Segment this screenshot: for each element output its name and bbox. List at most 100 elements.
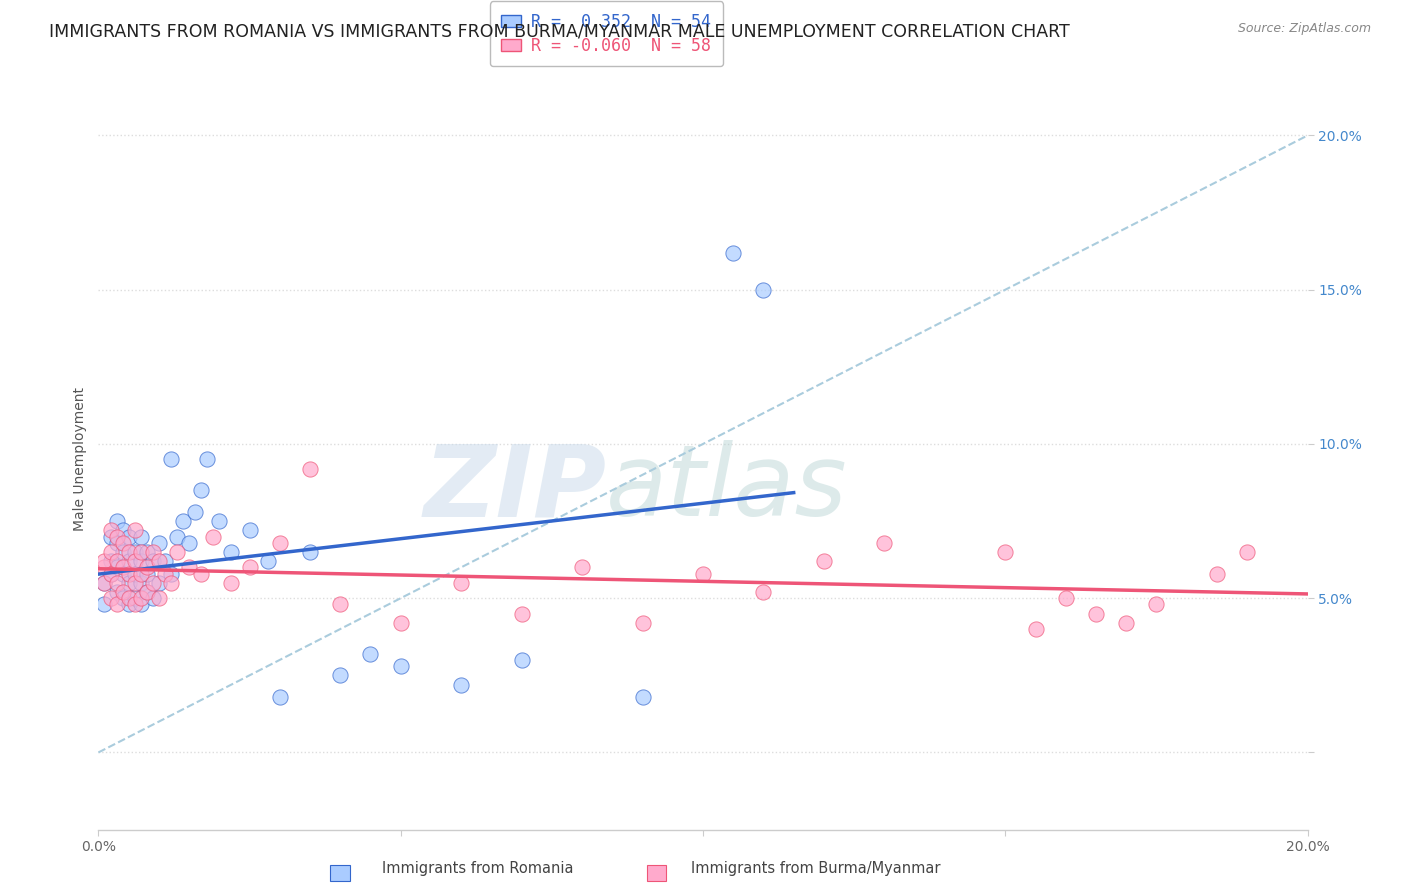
Text: ZIP: ZIP (423, 441, 606, 538)
Point (129, 566, 152, 581)
Point (105, 585, 128, 599)
Point (1024, 622, 1046, 636)
Point (93, 554, 115, 568)
Point (111, 566, 134, 581)
Y-axis label: Male Unemployment: Male Unemployment (73, 387, 87, 532)
Point (752, 585, 775, 599)
Point (329, 668, 352, 682)
Point (111, 585, 134, 599)
Point (100, 566, 122, 581)
Point (105, 560, 128, 574)
Point (1115, 615, 1137, 630)
Point (148, 591, 170, 606)
Point (299, 461, 322, 475)
Point (510, 653, 533, 667)
Point (111, 560, 134, 574)
Point (105, 554, 128, 568)
Point (166, 545, 188, 559)
Point (135, 566, 157, 581)
Point (160, 452, 183, 467)
Point (1085, 607, 1108, 621)
Point (135, 585, 157, 599)
Point (184, 505, 207, 519)
Point (510, 607, 533, 621)
Point (179, 535, 201, 549)
Point (118, 545, 141, 559)
Point (129, 545, 152, 559)
Point (135, 585, 157, 599)
Point (160, 575, 183, 590)
Point (135, 560, 157, 574)
Point (124, 545, 146, 559)
Point (124, 591, 146, 606)
Point (239, 524, 262, 538)
Point (179, 560, 201, 574)
Text: IMMIGRANTS FROM ROMANIA VS IMMIGRANTS FROM BURMA/MYANMAR MALE UNEMPLOYMENT CORRE: IMMIGRANTS FROM ROMANIA VS IMMIGRANTS FR… (49, 22, 1070, 40)
Point (100, 566, 122, 581)
Point (1054, 591, 1077, 606)
Text: Source: ZipAtlas.com: Source: ZipAtlas.com (1237, 22, 1371, 36)
Point (389, 659, 412, 673)
Point (142, 545, 165, 559)
Point (148, 554, 170, 568)
Point (329, 598, 352, 612)
Point (692, 566, 714, 581)
Point (93, 575, 115, 590)
Point (571, 560, 593, 574)
Point (631, 615, 654, 630)
Point (1206, 566, 1229, 581)
Point (153, 554, 176, 568)
Point (195, 452, 218, 467)
Point (105, 529, 128, 543)
Point (129, 575, 152, 590)
Point (100, 554, 122, 568)
Point (1236, 545, 1258, 559)
Point (111, 535, 134, 549)
Point (105, 598, 128, 612)
Point (723, 245, 745, 260)
Point (813, 554, 835, 568)
Point (221, 575, 243, 590)
Text: Immigrants from Burma/Myanmar: Immigrants from Burma/Myanmar (690, 861, 941, 876)
Point (129, 554, 152, 568)
Point (105, 575, 128, 590)
Point (105, 535, 128, 549)
Point (190, 483, 212, 498)
Point (124, 554, 146, 568)
Point (124, 566, 146, 581)
Point (129, 529, 152, 543)
Point (93, 575, 115, 590)
Point (208, 514, 231, 528)
Point (269, 690, 291, 704)
Text: atlas: atlas (606, 441, 848, 538)
Point (299, 545, 322, 559)
Point (142, 591, 165, 606)
Point (166, 529, 188, 543)
Point (100, 524, 122, 538)
Point (93, 598, 115, 612)
Point (752, 283, 775, 297)
Point (450, 575, 472, 590)
Point (994, 545, 1017, 559)
Legend: R =  0.352  N = 54, R = -0.060  N = 58: R = 0.352 N = 54, R = -0.060 N = 58 (489, 1, 723, 66)
Point (118, 575, 141, 590)
Point (129, 598, 152, 612)
Point (105, 514, 128, 528)
Point (202, 529, 225, 543)
Point (93, 560, 115, 574)
Point (118, 566, 141, 581)
Point (135, 545, 157, 559)
Point (269, 535, 291, 549)
Point (389, 615, 412, 630)
Point (450, 677, 472, 691)
Point (129, 591, 152, 606)
Point (124, 575, 146, 590)
Point (190, 566, 212, 581)
Point (256, 554, 278, 568)
Point (111, 545, 134, 559)
Text: Immigrants from Romania: Immigrants from Romania (382, 861, 574, 876)
Point (100, 545, 122, 559)
Point (118, 598, 141, 612)
Point (118, 529, 141, 543)
Point (100, 529, 122, 543)
